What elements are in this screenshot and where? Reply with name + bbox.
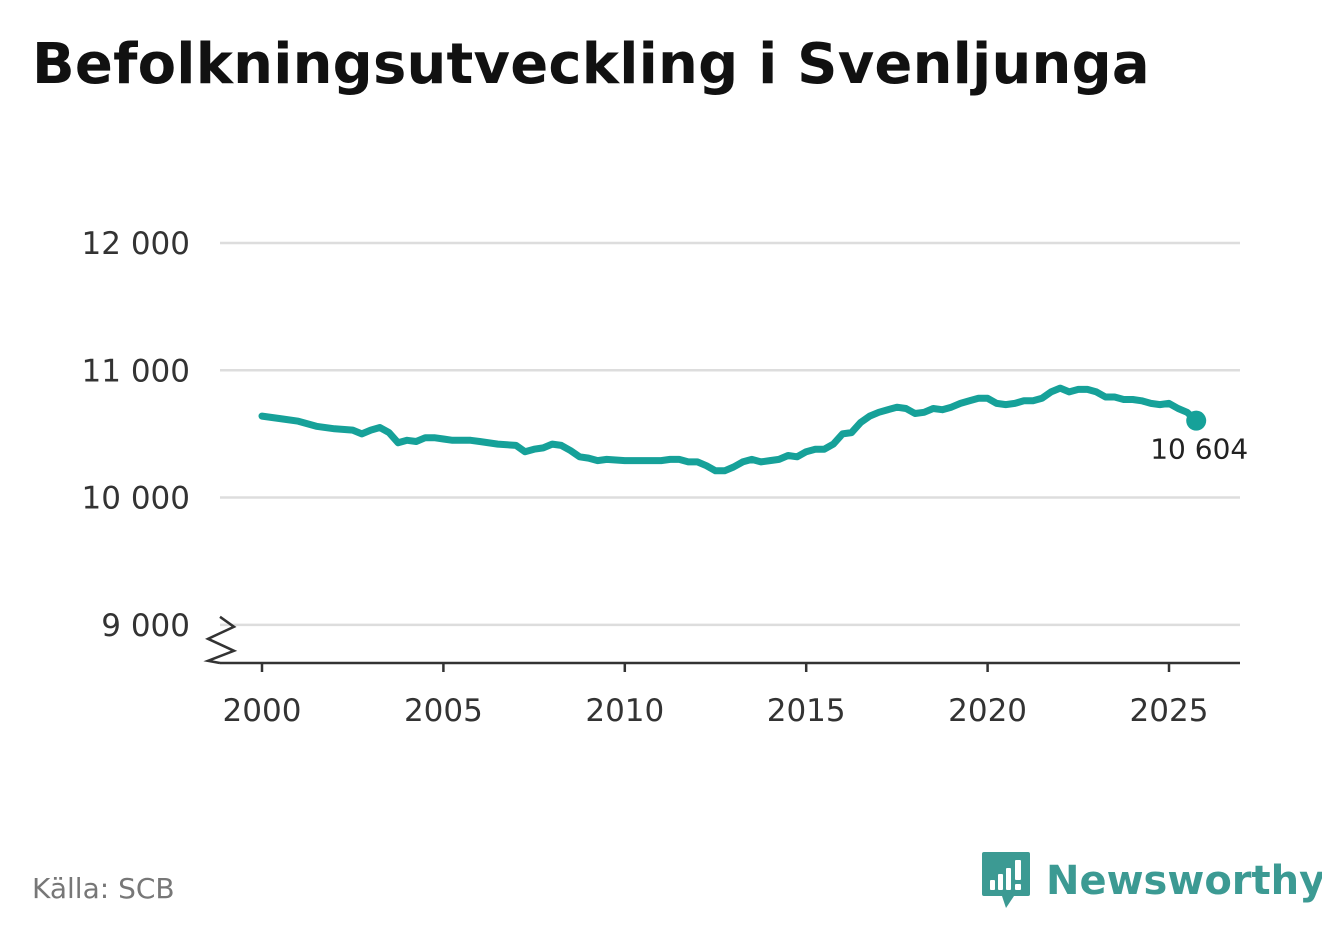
x-axis-labels: 2000 2005 2010 2015 2020 2025	[223, 693, 1209, 729]
y-axis-break	[203, 615, 238, 665]
x-tick-label: 2015	[767, 693, 846, 729]
chart-title: Befolkningsutveckling i Svenljunga	[32, 32, 1150, 97]
x-tick-label: 2000	[223, 693, 302, 729]
x-tick-label: 2020	[948, 693, 1027, 729]
x-tick-label: 2010	[585, 693, 664, 729]
source-note: Källa: SCB	[32, 872, 175, 905]
brand-logo: Newsworthy	[980, 850, 1322, 912]
newsworthy-icon	[982, 852, 1030, 908]
brand-name: Newsworthy	[1046, 858, 1322, 904]
x-axis	[203, 615, 1240, 672]
grid-lines	[220, 241, 1240, 627]
last-value-point	[1186, 410, 1207, 431]
y-tick-label: 11 000	[82, 353, 190, 389]
y-tick-label: 9 000	[101, 608, 190, 644]
y-axis-labels: 9 000 10 000 11 000 12 000	[82, 226, 190, 644]
series-line	[258, 384, 1200, 475]
x-tick-label: 2005	[404, 693, 483, 729]
last-value-label: 10 604	[1150, 433, 1248, 466]
series-layer: 10 604	[258, 384, 1248, 475]
x-tick-label: 2025	[1130, 693, 1209, 729]
y-tick-label: 12 000	[82, 226, 190, 262]
y-tick-label: 10 000	[82, 481, 190, 517]
